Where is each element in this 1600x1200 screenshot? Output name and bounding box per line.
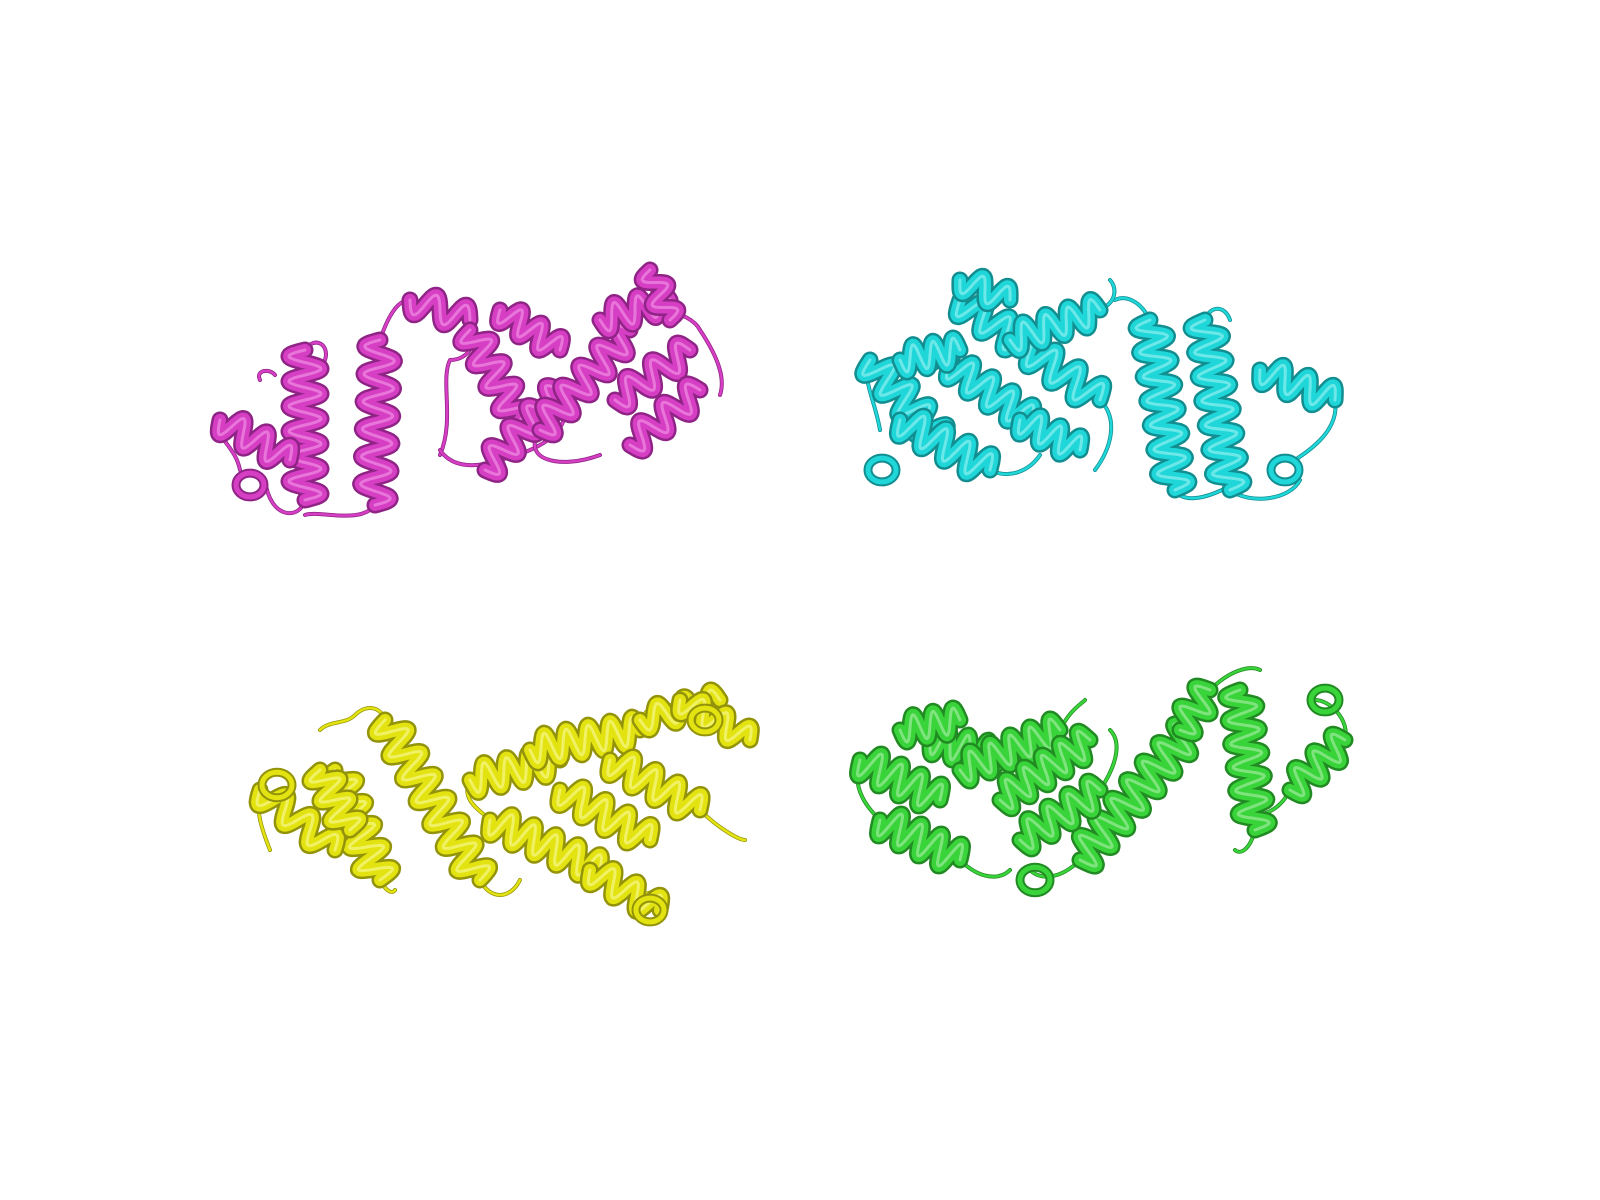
magenta-protein-chain <box>209 261 724 518</box>
helix-end-ring-inner <box>633 895 667 925</box>
coil-loop <box>318 706 387 732</box>
coil-loop <box>1098 728 1118 792</box>
helix-ribbon-highlight <box>898 706 962 744</box>
green-protein-chain <box>849 666 1354 898</box>
helix-ribbon-highlight <box>528 715 642 765</box>
helix-end-ring-inner <box>259 769 295 801</box>
helix-ribbon-highlight <box>1258 363 1337 407</box>
helix-ribbon-highlight <box>487 813 603 877</box>
helix-ribbon-highlight <box>216 417 294 463</box>
helix-ribbon-highlight <box>408 293 472 327</box>
helix-ribbon-highlight <box>556 785 654 845</box>
helix-ribbon-highlight <box>1008 298 1102 352</box>
helix-ribbon-highlight <box>586 867 664 913</box>
helix-ribbon-highlight <box>1288 732 1347 798</box>
helix-ribbon-highlight <box>958 717 1062 783</box>
helix-ribbon-highlight <box>898 336 962 374</box>
helix-ribbon-highlight <box>308 768 362 832</box>
helix-ribbon-highlight <box>1016 414 1084 456</box>
helix-end-ring-inner <box>688 705 722 735</box>
helix-ribbon-highlight <box>958 274 1012 306</box>
helix-ribbon-highlight <box>876 812 964 868</box>
yellow-protein-chain <box>248 681 760 927</box>
helix-ribbon-highlight <box>954 298 1106 402</box>
helix-ribbon-highlight <box>1018 779 1102 851</box>
helix-ribbon-highlight <box>373 718 492 882</box>
helix-ribbon-highlight <box>359 338 396 507</box>
helix-ribbon-highlight <box>640 268 680 322</box>
helix-ribbon-highlight <box>998 729 1092 811</box>
helix-ribbon-highlight <box>1178 684 1212 736</box>
helix-end-ring-inner <box>1017 864 1053 896</box>
helix-ribbon-highlight <box>1077 722 1193 868</box>
helix-end-ring-inner <box>233 470 267 500</box>
helix-ribbon-highlight <box>538 323 632 437</box>
helix-ribbon-highlight <box>1189 318 1246 492</box>
helix-ribbon-highlight <box>1224 688 1271 832</box>
helix-ribbon-highlight <box>628 382 702 453</box>
helix-ribbon-highlight <box>459 328 531 422</box>
helix-ribbon-highlight <box>1134 318 1191 492</box>
helix-ribbon-highlight <box>613 341 692 409</box>
helix-end-ring-inner <box>865 455 899 485</box>
cyan-protein-chain <box>854 267 1344 501</box>
helix-ribbon-highlight <box>856 752 944 808</box>
helix-ribbon-highlight <box>287 348 323 502</box>
helix-ribbon-highlight <box>895 414 995 476</box>
coil-loop <box>1293 398 1337 462</box>
helix-ribbon-highlight <box>606 755 704 815</box>
helix-end-ring-inner <box>1308 685 1342 715</box>
coil-loop <box>257 369 277 382</box>
helix-ribbon-highlight <box>496 308 564 352</box>
helix-end-ring-inner <box>1268 455 1302 485</box>
helix-ribbon-highlight <box>468 746 562 794</box>
